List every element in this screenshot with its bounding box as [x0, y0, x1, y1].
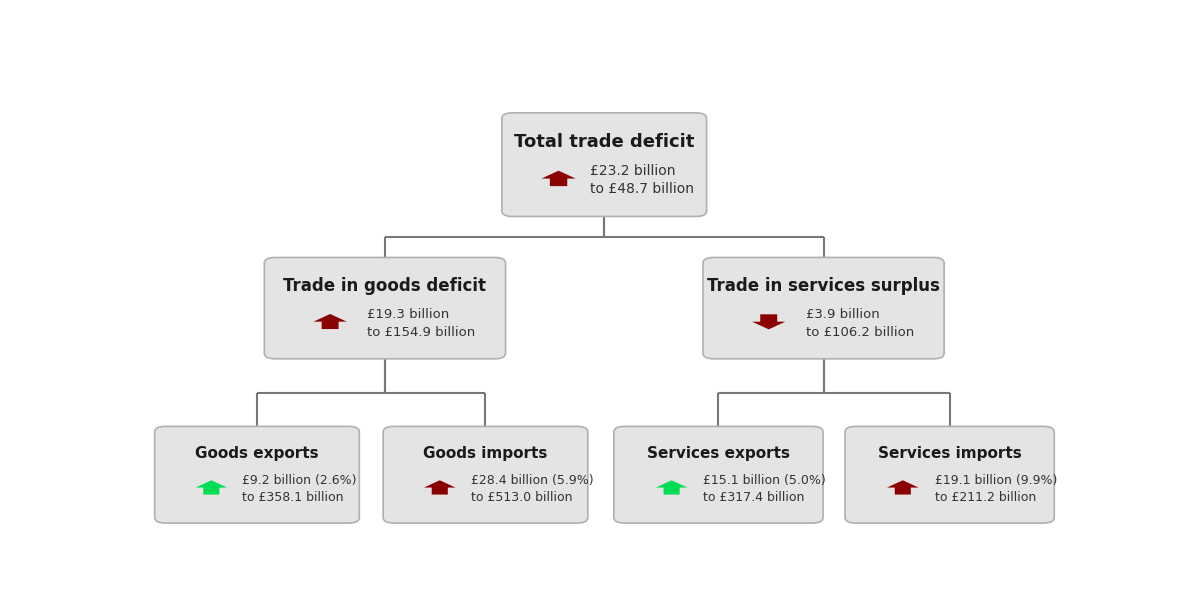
Text: Trade in services surplus: Trade in services surplus	[707, 276, 940, 294]
Text: £28.4 billion (5.9%): £28.4 billion (5.9%)	[470, 474, 593, 487]
Text: £9.2 billion (2.6%): £9.2 billion (2.6%)	[243, 474, 357, 487]
Text: to £154.9 billion: to £154.9 billion	[368, 326, 475, 338]
FancyBboxPatch shape	[502, 113, 706, 216]
Text: to £106.2 billion: to £106.2 billion	[806, 326, 914, 338]
FancyBboxPatch shape	[703, 257, 944, 359]
Text: to £211.2 billion: to £211.2 billion	[935, 491, 1036, 504]
FancyBboxPatch shape	[383, 426, 588, 523]
Text: Total trade deficit: Total trade deficit	[514, 133, 694, 150]
Text: Goods imports: Goods imports	[423, 446, 547, 461]
Text: to £317.4 billion: to £317.4 billion	[704, 491, 805, 504]
Polygon shape	[752, 314, 785, 329]
FancyBboxPatch shape	[845, 426, 1054, 523]
Text: Services exports: Services exports	[647, 446, 790, 461]
FancyBboxPatch shape	[154, 426, 360, 523]
Polygon shape	[196, 480, 228, 495]
Polygon shape	[887, 480, 918, 495]
Polygon shape	[314, 314, 347, 329]
Polygon shape	[541, 171, 575, 186]
Text: £15.1 billion (5.0%): £15.1 billion (5.0%)	[704, 474, 826, 487]
Polygon shape	[424, 480, 455, 495]
Text: Goods exports: Goods exports	[196, 446, 318, 461]
Text: to £513.0 billion: to £513.0 billion	[470, 491, 572, 504]
Text: £23.2 billion: £23.2 billion	[590, 164, 676, 178]
Text: Services imports: Services imports	[877, 446, 1021, 461]
FancyBboxPatch shape	[264, 257, 506, 359]
Text: to £48.7 billion: to £48.7 billion	[590, 182, 693, 196]
Text: £19.1 billion (9.9%): £19.1 billion (9.9%)	[935, 474, 1058, 487]
FancyBboxPatch shape	[614, 426, 823, 523]
Text: to £358.1 billion: to £358.1 billion	[243, 491, 344, 504]
Text: Trade in goods deficit: Trade in goods deficit	[283, 276, 487, 294]
Text: £3.9 billion: £3.9 billion	[806, 308, 880, 321]
Text: £19.3 billion: £19.3 billion	[368, 308, 449, 321]
Polygon shape	[656, 480, 687, 495]
